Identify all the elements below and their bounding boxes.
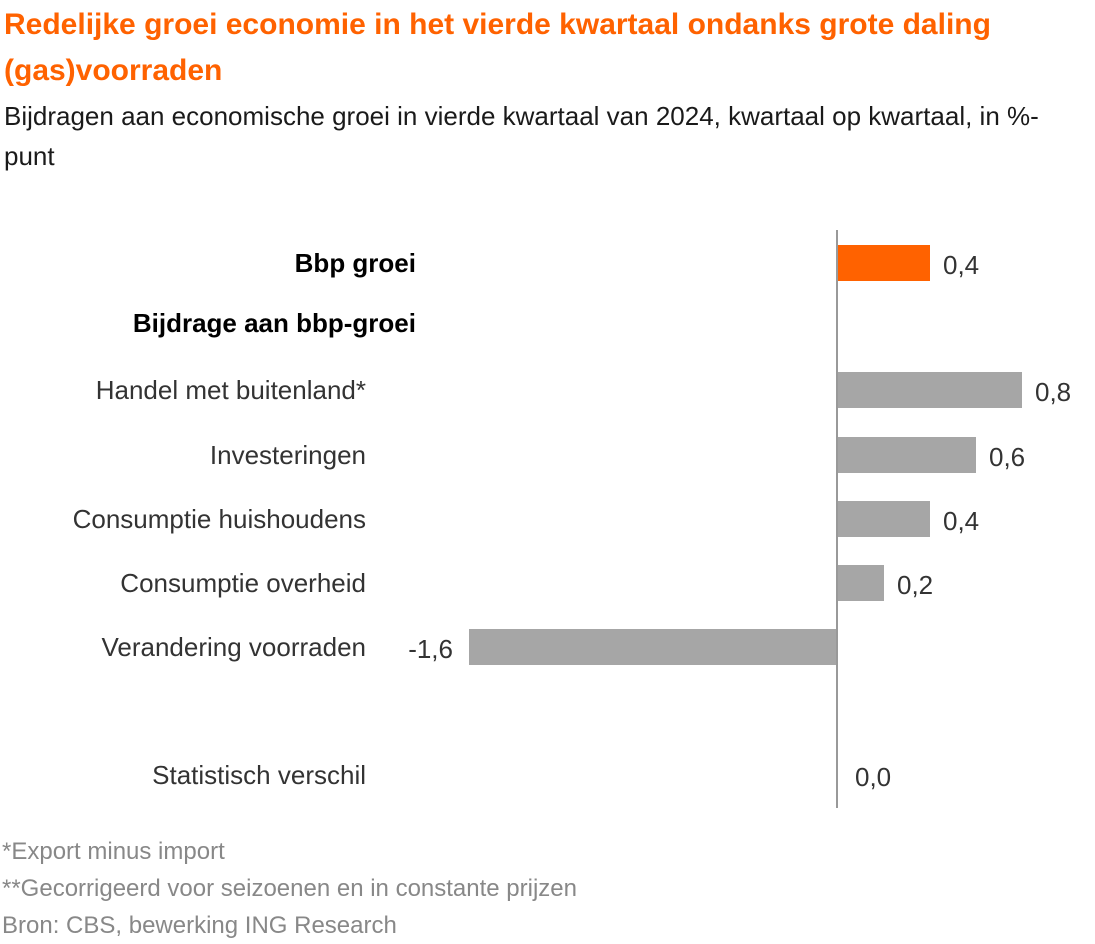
category-label-investeringen: Investeringen — [210, 440, 366, 470]
chart-title: Redelijke groei economie in het vierde k… — [4, 8, 991, 87]
bar-bbp-groei — [838, 245, 930, 281]
value-label-consumptie-huishoudens: 0,4 — [943, 506, 979, 536]
chart-subtitle: Bijdragen aan economische groei in vierd… — [4, 101, 1039, 171]
bar-consumptie-overheid — [838, 565, 884, 601]
bars-layer — [469, 245, 1022, 665]
value-label-consumptie-overheid: 0,2 — [897, 570, 933, 600]
bar-verandering-voorraden — [469, 629, 837, 665]
bar-consumptie-huishoudens — [838, 501, 930, 537]
category-label-consumptie-huishoudens: Consumptie huishoudens — [73, 504, 366, 534]
bar-handel-met-buitenland — [838, 372, 1022, 408]
value-label-verandering-voorraden: -1,6 — [408, 634, 453, 664]
value-label-investeringen: 0,6 — [989, 442, 1025, 472]
footnote-export: *Export minus import — [2, 838, 225, 865]
category-label-bijdrage-aan-bbp-groei: Bijdrage aan bbp-groei — [133, 308, 416, 338]
footnote-corrected: **Gecorrigeerd voor seizoenen en in cons… — [2, 875, 578, 902]
labels-layer: Bbp groei 0,4 Bijdrage aan bbp-groei Handel… — [73, 248, 1072, 792]
value-label-statistisch-verschil: 0,0 — [855, 762, 891, 792]
value-label-handel-met-buitenland: 0,8 — [1035, 377, 1071, 407]
footnote-source: Bron: CBS, bewerking ING Research — [2, 912, 397, 939]
bar-investeringen — [838, 437, 976, 473]
category-label-handel-met-buitenland: Handel met buitenland* — [96, 375, 366, 405]
category-label-verandering-voorraden: Verandering voorraden — [101, 632, 366, 662]
category-label-consumptie-overheid: Consumptie overheid — [120, 568, 366, 598]
category-label-statistisch-verschil: Statistisch verschil — [152, 760, 366, 790]
category-label-bbp-groei: Bbp groei — [295, 248, 416, 278]
value-label-bbp-groei: 0,4 — [943, 250, 979, 280]
